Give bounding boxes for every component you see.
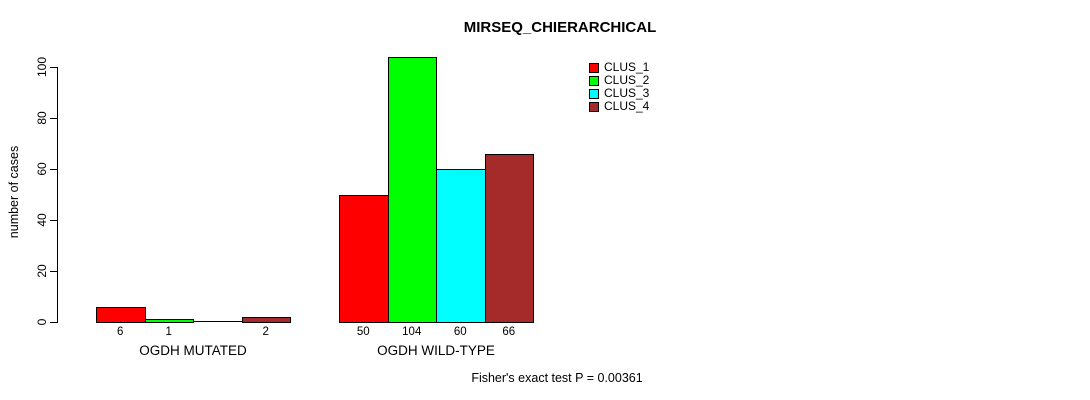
- bar: [387, 56, 437, 323]
- legend-swatch: [589, 62, 599, 73]
- y-axis-tick-label: 80: [35, 111, 49, 125]
- y-axis-tick: [50, 271, 57, 272]
- legend-item: CLUS_3: [589, 86, 650, 100]
- legend-label: CLUS_3: [604, 86, 650, 100]
- chart-title: MIRSEQ_CHIERARCHICAL: [463, 19, 657, 36]
- y-axis-tick: [50, 169, 57, 170]
- bar: [193, 321, 242, 322]
- bar: [144, 319, 194, 323]
- y-axis-tick-label: 60: [35, 162, 49, 176]
- bar-value-label: 2: [262, 326, 269, 338]
- legend-item: CLUS_1: [589, 60, 650, 74]
- x-axis-category-label: OGDH MUTATED: [139, 343, 247, 358]
- y-axis-tick: [50, 67, 57, 68]
- legend-label: CLUS_2: [604, 73, 650, 87]
- bar-value-label: 1: [165, 326, 172, 338]
- y-axis-line: [57, 67, 58, 323]
- legend: CLUS_1 CLUS_2 CLUS_3 CLUS_4: [589, 60, 650, 114]
- bar-value-label: 50: [356, 326, 370, 338]
- bar-value-label: 6: [117, 326, 124, 338]
- bar-value-label: 66: [502, 326, 516, 338]
- y-axis-tick: [50, 322, 57, 323]
- legend-swatch: [589, 101, 599, 112]
- legend-swatch: [589, 88, 599, 99]
- y-axis-tick-label: 0: [35, 318, 49, 326]
- bar: [241, 316, 291, 323]
- y-axis-tick: [50, 220, 57, 221]
- bar: [339, 194, 389, 323]
- legend-label: CLUS_4: [604, 99, 650, 113]
- bar: [436, 169, 486, 323]
- y-axis-tick-label: 20: [35, 264, 49, 278]
- annotation-text: Fisher's exact test P = 0.00361: [471, 371, 643, 385]
- y-axis-tick-label: 100: [35, 56, 49, 78]
- x-axis-category-label: OGDH WILD-TYPE: [377, 343, 495, 358]
- bar: [484, 153, 534, 323]
- bar: [96, 306, 146, 323]
- y-axis-tick-label: 40: [35, 213, 49, 227]
- legend-swatch: [589, 75, 599, 86]
- legend-item: CLUS_4: [589, 99, 650, 113]
- legend-item: CLUS_2: [589, 73, 650, 87]
- y-axis-tick: [50, 118, 57, 119]
- y-axis-label: number of cases: [7, 145, 21, 239]
- bar-value-label: 104: [402, 326, 422, 338]
- bar-value-label: 60: [453, 326, 467, 338]
- legend-label: CLUS_1: [604, 60, 650, 74]
